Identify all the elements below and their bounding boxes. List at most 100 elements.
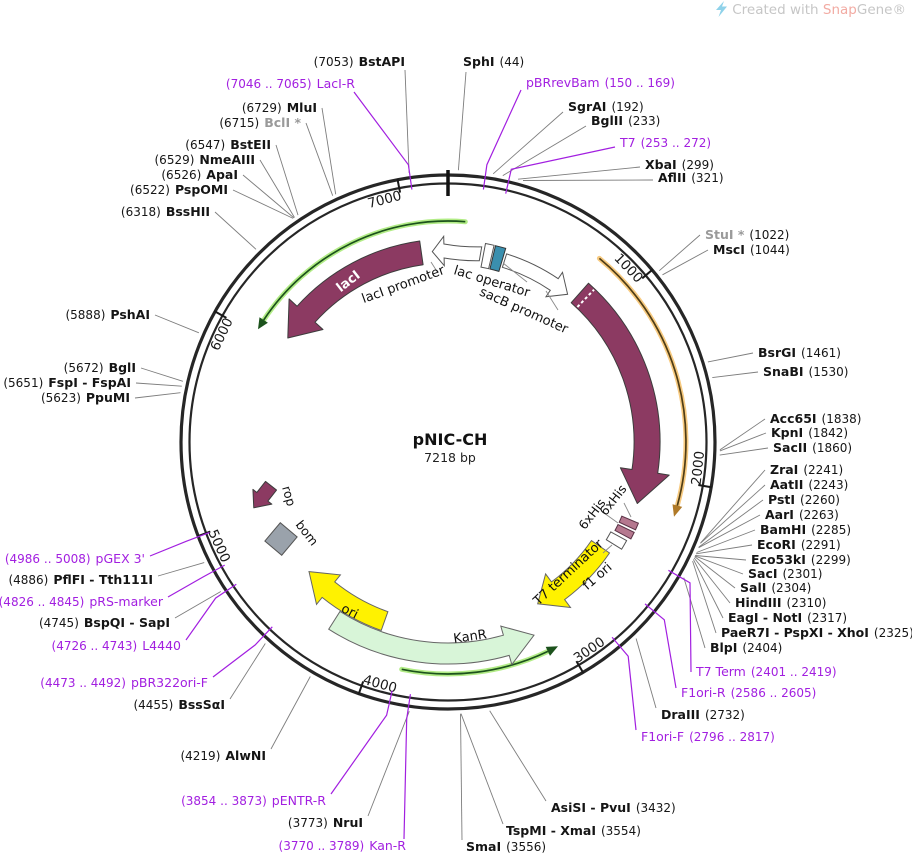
site-label-saci[interactable]: SacI (2301): [748, 566, 822, 582]
site-label-pbrrevbam[interactable]: pBRrevBam (150 .. 169): [526, 75, 675, 91]
site-label-msci[interactable]: MscI (1044): [713, 242, 790, 258]
site-position: (3773): [287, 816, 328, 830]
site-label-f1ori-f[interactable]: F1ori-F (2796 .. 2817): [641, 729, 775, 745]
site-position: (1860): [812, 441, 853, 455]
feature-lac-operator-box[interactable]: [489, 245, 507, 273]
feature-kanr-arrow[interactable]: [328, 610, 535, 666]
site-label-t7[interactable]: T7 (253 .. 272): [620, 135, 711, 151]
site-label-fspi-fspai[interactable]: (5651) FspI - FspAI: [3, 375, 131, 391]
site-label-snabi[interactable]: SnaBI (1530): [763, 364, 848, 380]
site-label-sali[interactable]: SalI (2304): [740, 580, 811, 596]
site-label-tspmi-xmai[interactable]: TspMI - XmaI (3554): [506, 823, 641, 839]
feature-laci-promoter-arrow[interactable]: [431, 234, 483, 268]
site-leader-line: [174, 591, 222, 619]
site-label-stui[interactable]: StuI * (1022): [705, 227, 789, 243]
site-label-pspomi[interactable]: (6522) PspOMI: [130, 182, 228, 198]
site-leader-line: [692, 559, 724, 619]
site-label-prs-marker[interactable]: (4826 .. 4845) pRS-marker: [0, 594, 163, 610]
scale-tick: [213, 310, 227, 319]
site-label-aflii[interactable]: AflII (321): [658, 170, 724, 186]
primer-leader-line: [505, 146, 616, 194]
site-label-f1ori-r[interactable]: F1ori-R (2586 .. 2605): [681, 685, 816, 701]
site-leader-line: [242, 174, 295, 219]
site-label-pbr322ori-f[interactable]: (4473 .. 4492) pBR322ori-F: [40, 675, 208, 691]
site-label-xbai[interactable]: XbaI (299): [645, 157, 714, 173]
feature-6xhis-box[interactable]: [618, 515, 640, 531]
site-label-kan-r[interactable]: (3770 .. 3789) Kan-R: [279, 838, 406, 854]
site-label-l4440[interactable]: (4726 .. 4743) L4440: [52, 638, 181, 654]
site-label-nrui[interactable]: (3773) NruI: [288, 815, 363, 831]
site-label-ppumi[interactable]: (5623) PpuMI: [41, 390, 130, 406]
site-name: SacII: [773, 440, 808, 455]
site-label-laci-r[interactable]: (7046 .. 7065) LacI-R: [226, 76, 355, 92]
feature-ori-arrow[interactable]: [308, 571, 389, 632]
feature-6xhis-box[interactable]: [614, 523, 635, 540]
site-name: AarI: [765, 507, 794, 522]
site-label-bstapi[interactable]: (7053) BstAPI: [314, 54, 405, 70]
site-name: TspMI - XmaI: [506, 823, 596, 838]
feature-sacb-arrow[interactable]: [570, 282, 670, 504]
site-label-smai[interactable]: SmaI (3556): [466, 839, 546, 854]
site-label-bglii[interactable]: BglII (233): [591, 113, 660, 129]
site-label-sacii[interactable]: SacII (1860): [773, 440, 852, 456]
site-label-bsshii[interactable]: (6318) BssHII: [121, 204, 210, 220]
feature-laci-arrow[interactable]: [287, 240, 424, 339]
site-label-draiii[interactable]: DraIII (2732): [661, 707, 745, 723]
site-label-bamhi[interactable]: BamHI (2285): [760, 522, 851, 538]
site-label-bsrgi[interactable]: BsrGI (1461): [758, 345, 841, 361]
site-name: PaeR7I - PspXI - XhoI: [721, 625, 869, 640]
site-label-bsteii[interactable]: (6547) BstEII: [185, 137, 271, 153]
site-label-bspqi-sapi[interactable]: (4745) BspQI - SapI: [39, 615, 170, 631]
site-label-pshai[interactable]: (5888) PshAI: [65, 307, 150, 323]
site-label-mlui[interactable]: (6729) MluI: [242, 100, 317, 116]
site-position: (3770 .. 3789): [278, 839, 365, 853]
site-name: Acc65I: [770, 411, 817, 426]
site-label-pgex-3[interactable]: (4986 .. 5008) pGEX 3': [5, 551, 145, 567]
feature-lac-operator-box-white[interactable]: [480, 242, 495, 270]
site-label-bcli[interactable]: (6715) BclI *: [219, 115, 301, 131]
site-label-eco53ki[interactable]: Eco53kI (2299): [751, 552, 851, 568]
site-label-ecori[interactable]: EcoRI (2291): [757, 537, 841, 553]
feature-t7-terminator-box[interactable]: [605, 531, 628, 550]
site-label-kpni[interactable]: KpnI (1842): [771, 425, 848, 441]
feature-bom-box[interactable]: [264, 522, 298, 556]
site-label-pentr-r[interactable]: (3854 .. 3873) pENTR-R: [181, 793, 326, 809]
site-leader-line: [502, 125, 587, 176]
site-label-bsss-i[interactable]: (4455) BssSαI: [133, 697, 225, 713]
orf-arrow-green-bottom-head: [545, 646, 558, 656]
site-label-t7-term[interactable]: T7 Term (2401 .. 2419): [696, 664, 837, 680]
orf-arrow-green-top[interactable]: [262, 220, 466, 321]
site-position: (299): [681, 158, 714, 172]
orf-arrow-orange[interactable]: [598, 257, 687, 506]
site-label-aatii[interactable]: AatII (2243): [770, 477, 848, 493]
site-leader-line: [719, 432, 767, 452]
site-label-nmeaiii[interactable]: (6529) NmeAIII: [155, 152, 256, 168]
site-position: (6318): [120, 205, 161, 219]
site-label-apai[interactable]: (6526) ApaI: [161, 167, 238, 183]
site-label-paer7i-pspxi-xhoi[interactable]: PaeR7I - PspXI - XhoI (2325): [721, 625, 912, 641]
site-leader-line: [157, 562, 205, 577]
orf-arrow-green-bottom[interactable]: [401, 650, 549, 675]
scale-tick: [575, 660, 585, 674]
site-label-zrai[interactable]: ZraI (2241): [770, 462, 843, 478]
site-label-aari[interactable]: AarI (2263): [765, 507, 839, 523]
site-label-hindiii[interactable]: HindIII (2310): [735, 595, 826, 611]
site-label-sphi[interactable]: SphI (44): [463, 54, 524, 70]
feature-rop-arrow[interactable]: [244, 478, 280, 515]
site-label-pflfi-tth111i[interactable]: (4886) PflFI - Tth111I: [8, 572, 153, 588]
site-name: ApaI: [206, 167, 238, 182]
site-label-sgrai[interactable]: SgrAI (192): [568, 99, 644, 115]
site-name: BssSαI: [178, 697, 225, 712]
site-label-bgli[interactable]: (5672) BglI: [64, 360, 136, 376]
site-label-eagi-noti[interactable]: EagI - NotI (2317): [728, 610, 847, 626]
site-position: (2299): [810, 553, 851, 567]
site-label-asisi-pvui[interactable]: AsiSI - PvuI (3432): [551, 800, 676, 816]
site-label-psti[interactable]: PstI (2260): [768, 492, 840, 508]
site-leader-line: [700, 484, 766, 544]
site-label-alwni[interactable]: (4219) AlwNI: [180, 748, 266, 764]
site-name: NmeAIII: [199, 152, 255, 167]
site-label-acc65i[interactable]: Acc65I (1838): [770, 411, 861, 427]
site-label-blpi[interactable]: BlpI (2404): [710, 640, 782, 656]
feature-f1-ori-arrow[interactable]: [537, 539, 611, 609]
orf-arrow-orange-head: [672, 504, 683, 517]
